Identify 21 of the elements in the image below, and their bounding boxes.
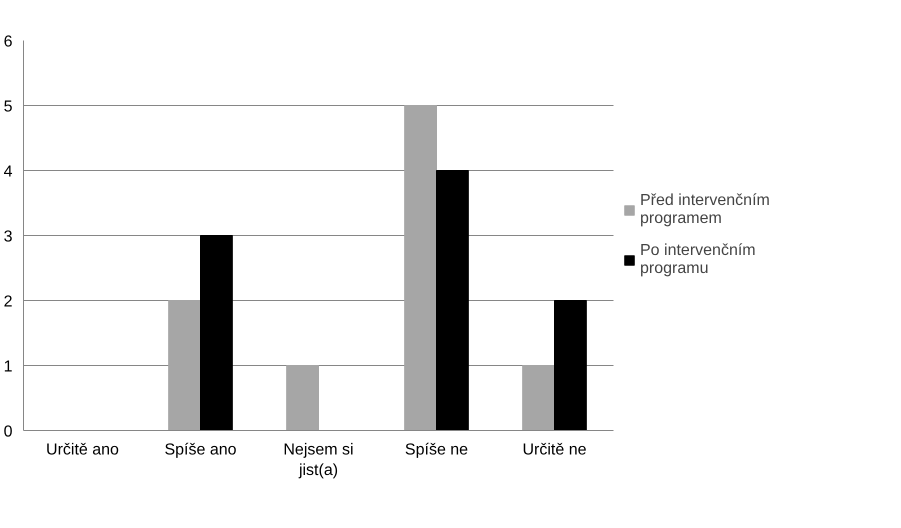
x-tick-label: Určitě ne bbox=[522, 442, 587, 458]
x-tick-label: Spíše ne bbox=[404, 442, 468, 458]
x-tick-label: Spíše ano bbox=[164, 442, 237, 458]
x-tick-label: Určitě ano bbox=[46, 442, 120, 458]
bar bbox=[554, 300, 587, 430]
legend-label: Před intervenčním programem bbox=[640, 192, 770, 228]
y-tick-label: 1 bbox=[4, 358, 13, 376]
y-tick-label: 5 bbox=[4, 98, 13, 116]
bar bbox=[436, 170, 469, 430]
legend-label: Po intervenčním programu bbox=[640, 242, 756, 278]
y-tick-label: 6 bbox=[4, 34, 13, 50]
y-tick-label: 2 bbox=[4, 294, 13, 310]
bar bbox=[286, 365, 319, 430]
bar bbox=[522, 365, 555, 430]
x-tick-label: Nejsem si jist(a) bbox=[283, 442, 354, 479]
y-tick-label: 3 bbox=[4, 228, 13, 246]
y-tick-label: 4 bbox=[4, 164, 13, 180]
bar bbox=[200, 235, 233, 430]
bar bbox=[168, 300, 201, 430]
y-tick-label: 0 bbox=[4, 424, 13, 440]
bar bbox=[404, 105, 437, 430]
